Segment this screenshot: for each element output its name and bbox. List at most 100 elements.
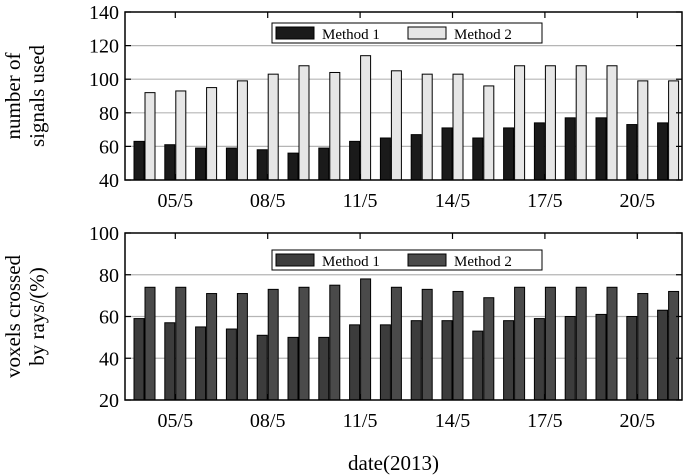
y-tick-label: 120 xyxy=(89,36,119,58)
bar-2 xyxy=(421,288,433,401)
bar-2 xyxy=(637,293,649,401)
x-tick-label: 08/5 xyxy=(250,190,286,212)
bar-2 xyxy=(452,290,464,401)
bar-1 xyxy=(595,313,607,401)
legend-box xyxy=(271,22,543,44)
y-tick-label: 80 xyxy=(99,103,119,125)
y-axis-label-line: number of xyxy=(1,53,25,140)
bar-1 xyxy=(379,324,391,401)
bar-2 xyxy=(236,80,248,181)
bar-1 xyxy=(287,152,299,181)
legend-swatch xyxy=(407,26,447,40)
legend: Method 1 Method 2 xyxy=(271,22,543,44)
legend-box xyxy=(271,249,543,271)
legend-swatch xyxy=(275,26,315,40)
legend-swatch xyxy=(407,253,447,267)
bar-2 xyxy=(267,288,279,401)
bar-1 xyxy=(256,334,268,401)
bar-1 xyxy=(441,320,453,401)
top-chart-signals-used: 40 60 80 100 120 140 05/5 08/5 11/5 14/5 17/5 20/5 n… xyxy=(1,2,683,212)
y-axis-label-line: signals used xyxy=(25,44,49,147)
y-tick-label: 100 xyxy=(89,69,119,91)
bar-2 xyxy=(175,286,187,401)
bar-1 xyxy=(225,147,237,181)
y-axis-label-line: by rays/(%) xyxy=(25,267,49,366)
bar-2 xyxy=(267,73,279,181)
bar-2 xyxy=(575,65,587,181)
bar-2 xyxy=(329,71,341,181)
bar-1 xyxy=(133,318,145,401)
x-tick-label: 14/5 xyxy=(435,410,471,432)
bar-1 xyxy=(349,140,361,181)
bar-2 xyxy=(144,92,156,181)
y-axis-label: voxels crossedby rays/(%) xyxy=(1,254,49,378)
bar-2 xyxy=(390,70,402,181)
bar-2 xyxy=(483,297,495,401)
bar-1 xyxy=(472,330,484,401)
bar-2 xyxy=(606,286,618,401)
bar-1 xyxy=(472,137,484,181)
bar-1 xyxy=(164,144,176,181)
x-tick-label: 05/5 xyxy=(158,410,194,432)
bar-1 xyxy=(503,127,515,181)
bar-1 xyxy=(133,140,145,181)
bar-2 xyxy=(544,65,556,181)
bar-2 xyxy=(452,73,464,181)
bar-1 xyxy=(657,122,669,181)
bar-1 xyxy=(503,320,515,401)
bar-1 xyxy=(318,147,330,181)
bar-2 xyxy=(668,80,680,181)
bar-2 xyxy=(575,286,587,401)
x-tick-label: 11/5 xyxy=(343,190,378,212)
bar-1 xyxy=(626,124,638,181)
bar-1 xyxy=(533,318,545,401)
x-axis-label: date(2013) xyxy=(348,451,439,475)
y-tick-label: 40 xyxy=(99,170,119,192)
x-tick-label: 17/5 xyxy=(527,190,563,212)
y-tick-label: 20 xyxy=(99,390,119,412)
bar-1 xyxy=(441,127,453,181)
y-tick-label: 60 xyxy=(99,307,119,329)
bar-1 xyxy=(657,309,669,401)
bar-1 xyxy=(564,117,576,181)
y-tick-label: 100 xyxy=(89,223,119,245)
bar-1 xyxy=(318,336,330,401)
bar-2 xyxy=(144,286,156,401)
bar-2 xyxy=(668,290,680,401)
legend: Method 1 Method 2 xyxy=(271,249,543,271)
y-tick-label: 40 xyxy=(99,348,119,370)
bar-2 xyxy=(298,65,310,181)
bar-2 xyxy=(637,80,649,181)
x-tick-label: 20/5 xyxy=(620,190,656,212)
bar-2 xyxy=(206,293,218,401)
bar-1 xyxy=(195,326,207,401)
legend-entry: Method 2 xyxy=(454,254,512,270)
bar-1 xyxy=(533,122,545,181)
bar-2 xyxy=(298,286,310,401)
bar-2 xyxy=(329,284,341,401)
y-tick-label: 60 xyxy=(99,136,119,158)
bar-2 xyxy=(421,73,433,181)
y-tick-label: 80 xyxy=(99,265,119,287)
bar-1 xyxy=(626,316,638,401)
bar-2 xyxy=(544,286,556,401)
bar-1 xyxy=(379,137,391,181)
bar-1 xyxy=(349,324,361,401)
y-axis-label-line: voxels crossed xyxy=(1,254,25,378)
legend-entry: Method 2 xyxy=(454,27,512,43)
bar-2 xyxy=(360,55,372,181)
x-tick-label: 05/5 xyxy=(158,190,194,212)
bar-1 xyxy=(410,134,422,181)
bar-2 xyxy=(514,65,526,181)
x-tick-label: 11/5 xyxy=(343,410,378,432)
bar-2 xyxy=(514,286,526,401)
bottom-chart-voxels-crossed: 20 40 60 80 100 05/5 08/5 11/5 14/5 17/5 20/5 voxel… xyxy=(1,223,683,475)
y-axis-label: number ofsignals used xyxy=(1,44,49,147)
legend-swatch xyxy=(275,253,315,267)
bar-2 xyxy=(236,293,248,401)
y-tick-label: 140 xyxy=(89,2,119,24)
legend-entry: Method 1 xyxy=(322,254,380,270)
x-tick-label: 14/5 xyxy=(435,190,471,212)
bar-1 xyxy=(195,147,207,181)
